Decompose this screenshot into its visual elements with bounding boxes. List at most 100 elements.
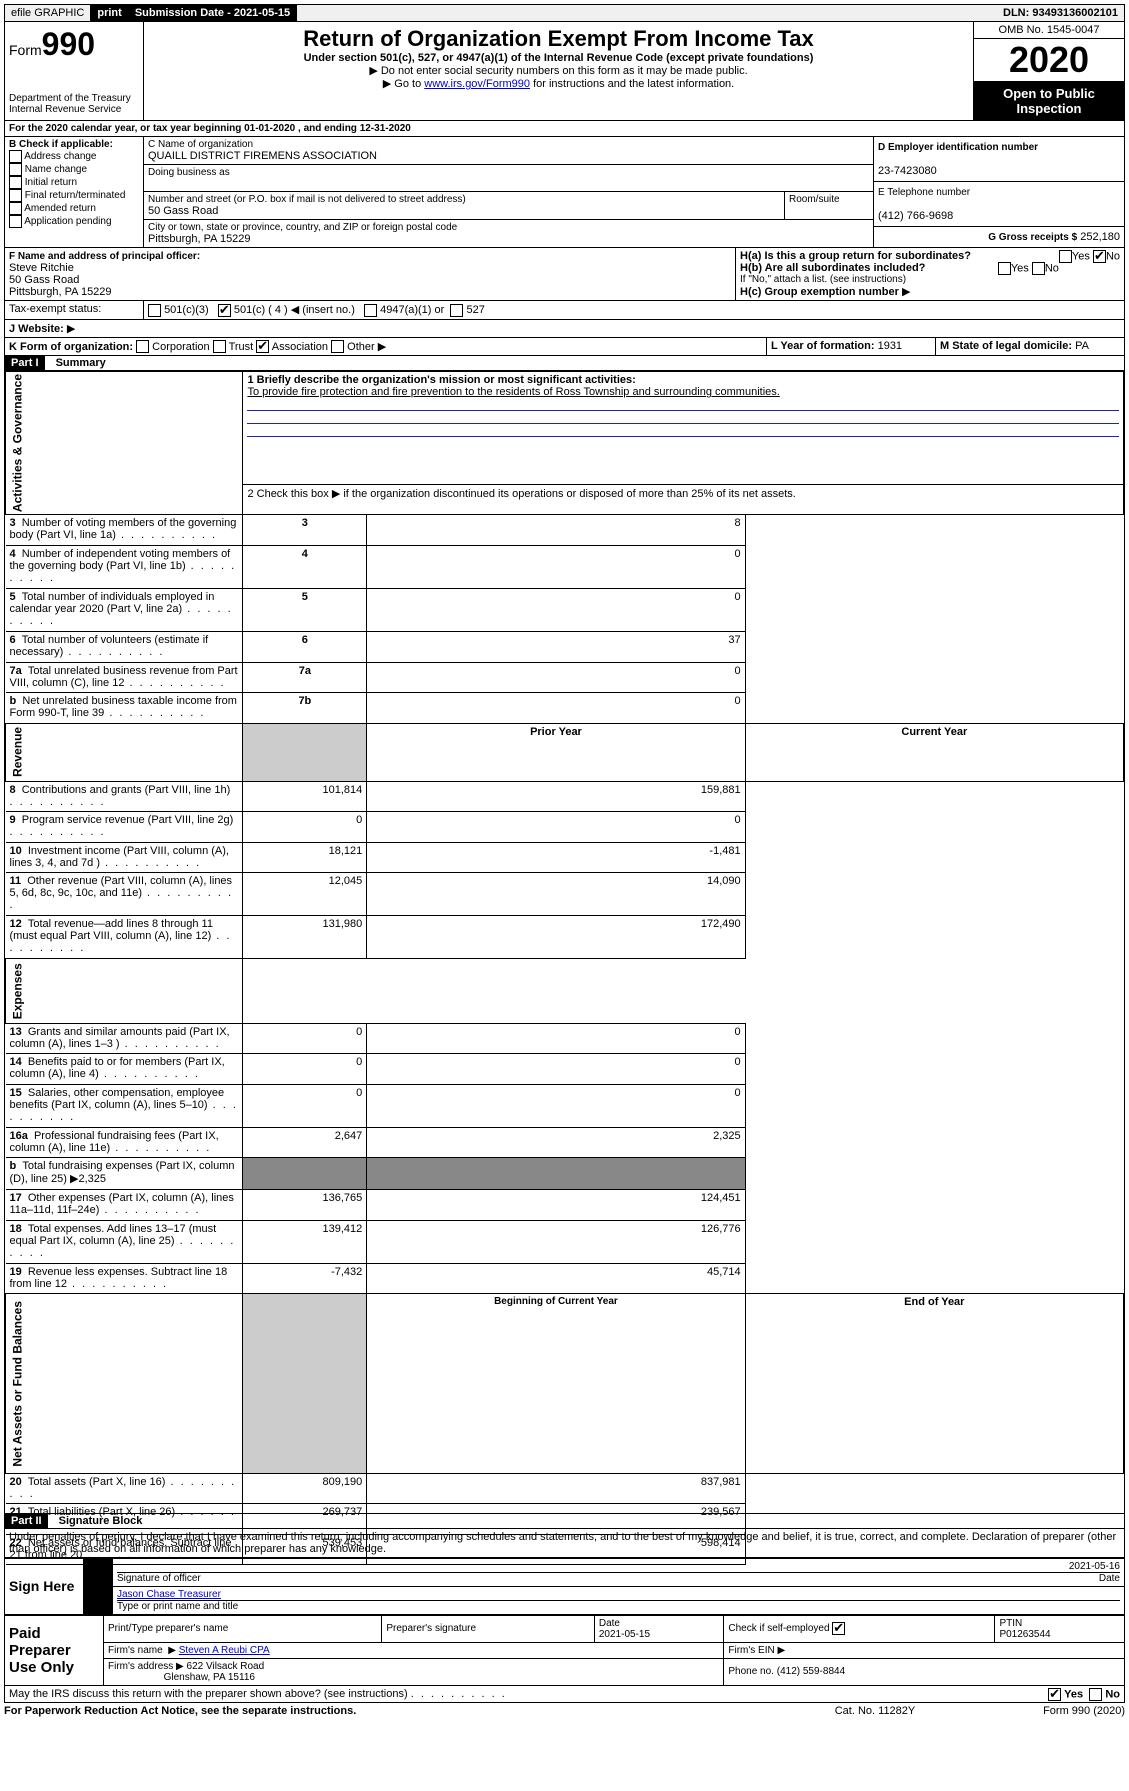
discuss-yes[interactable] (1048, 1688, 1061, 1701)
4947-check[interactable] (364, 304, 377, 317)
city-label: City or town, state or province, country… (148, 222, 869, 233)
form-label: Form (9, 42, 42, 58)
footer-left: For Paperwork Reduction Act Notice, see … (4, 1705, 775, 1717)
k-other[interactable] (331, 340, 344, 353)
col-begin-year: Beginning of Current Year (367, 1294, 745, 1474)
self-employed-check[interactable] (832, 1622, 845, 1635)
sig-officer-label: Signature of officer (117, 1573, 1099, 1584)
top-bar: efile GRAPHIC print Submission Date - 20… (4, 4, 1125, 22)
hb-no[interactable] (1032, 262, 1045, 275)
k-assoc[interactable] (256, 340, 269, 353)
mission-label: 1 Briefly describe the organization's mi… (247, 374, 635, 386)
addr-label: Number and street (or P.O. box if mail i… (148, 194, 780, 205)
mission-text: To provide fire protection and fire prev… (247, 386, 779, 398)
form-number: 990 (42, 26, 95, 62)
firm-name[interactable]: Steven A Reubi CPA (179, 1645, 270, 1656)
501c-label: 501(c) ( 4 ) (234, 304, 288, 316)
city-state-zip: Pittsburgh, PA 15229 (148, 233, 869, 245)
hb-note: If "No," attach a list. (see instruction… (740, 274, 1120, 285)
527-label: 527 (467, 304, 485, 316)
phone-label: E Telephone number (878, 187, 970, 198)
officer-name: Steve Ritchie (9, 262, 74, 274)
k-trust[interactable] (213, 340, 226, 353)
identity-block: B Check if applicable: Address change Na… (4, 137, 1125, 248)
prep-sig-header: Preparer's signature (382, 1615, 595, 1642)
org-name: QUAILL DISTRICT FIREMENS ASSOCIATION (148, 150, 869, 162)
hb-yes[interactable] (998, 262, 1011, 275)
officer-addr1: 50 Gass Road (9, 274, 79, 286)
sign-here-label: Sign Here (5, 1558, 84, 1614)
boxb-opt[interactable] (9, 150, 22, 163)
k-corp-label: Corporation (152, 341, 209, 353)
4947-label: 4947(a)(1) or (380, 304, 444, 316)
col-prior-year: Prior Year (367, 723, 745, 781)
part1-body: Activities & Governance 1 Briefly descri… (4, 371, 1125, 1514)
m-label: M State of legal domicile: (940, 340, 1072, 352)
boxb-opt[interactable] (9, 202, 22, 215)
ha-no[interactable] (1093, 250, 1106, 263)
boxb-opt[interactable] (9, 189, 22, 202)
k-trust-label: Trust (229, 341, 254, 353)
prep-name-header: Print/Type preparer's name (104, 1615, 382, 1642)
part1-badge: Part I (5, 356, 45, 370)
footer-right: Form 990 (2020) (975, 1705, 1125, 1717)
part2-badge: Part II (5, 1514, 48, 1528)
ha-label: H(a) Is this a group return for subordin… (740, 250, 971, 262)
501c-check[interactable] (218, 304, 231, 317)
gross-value: 252,180 (1080, 231, 1120, 243)
website-row: J Website: ▶ (4, 320, 1125, 338)
org-form-row: K Form of organization: Corporation Trus… (4, 338, 1125, 357)
discuss-label: May the IRS discuss this return with the… (9, 1688, 408, 1700)
ein-label: D Employer identification number (878, 142, 1038, 153)
prep-date-header: Date (599, 1618, 620, 1629)
officer-group-block: F Name and address of principal officer:… (4, 248, 1125, 301)
preparer-table: Paid Preparer Use Only Print/Type prepar… (4, 1615, 1125, 1686)
k-other-label: Other (347, 341, 375, 353)
k-corp[interactable] (136, 340, 149, 353)
ptin-label: PTIN (999, 1618, 1022, 1629)
col-end-year: End of Year (745, 1294, 1123, 1474)
form990-link[interactable]: www.irs.gov/Form990 (424, 78, 530, 90)
firm-addr-label: Firm's address (108, 1661, 173, 1672)
state-domicile: PA (1075, 340, 1089, 352)
officer-addr2: Pittsburgh, PA 15229 (9, 286, 112, 298)
dept-label: Department of the Treasury Internal Reve… (9, 93, 139, 115)
tax-status-label: Tax-exempt status: (5, 301, 144, 319)
boxb-opt[interactable] (9, 215, 22, 228)
ptin-value: P01263544 (999, 1629, 1050, 1640)
street-address: 50 Gass Road (148, 205, 780, 217)
discuss-no[interactable] (1089, 1688, 1102, 1701)
hc-label: H(c) Group exemption number (740, 286, 899, 298)
submission-date: Submission Date - 2021-05-15 (129, 5, 297, 21)
firm-addr1: 622 Vilsack Road (187, 1661, 265, 1672)
vlabel-expenses: Expenses (6, 959, 243, 1023)
box-c-label: C Name of organization (148, 139, 869, 150)
501c3-check[interactable] (148, 304, 161, 317)
boxb-opt[interactable] (9, 176, 22, 189)
paid-preparer-label: Paid Preparer Use Only (5, 1615, 104, 1685)
room-label: Room/suite (784, 192, 873, 219)
yes-label: Yes (1064, 1688, 1083, 1700)
no-label: No (1105, 1688, 1120, 1700)
date-label: Date (1099, 1573, 1120, 1584)
firm-name-label: Firm's name (108, 1645, 163, 1656)
527-check[interactable] (450, 304, 463, 317)
vlabel-net: Net Assets or Fund Balances (6, 1294, 243, 1474)
print-button[interactable]: print (91, 5, 128, 21)
phone-value: (412) 766-9698 (878, 210, 953, 222)
efile-label: efile GRAPHIC (5, 5, 91, 21)
officer-label: F Name and address of principal officer: (9, 251, 200, 262)
tax-status-row: Tax-exempt status: 501(c)(3) 501(c) ( 4 … (4, 301, 1125, 320)
type-name-label: Type or print name and title (117, 1600, 1120, 1612)
ha-yes[interactable] (1059, 250, 1072, 263)
ein-value: 23-7423080 (878, 165, 937, 177)
note-ssn: Do not enter social security numbers on … (381, 65, 748, 77)
officer-sig-name[interactable]: Jason Chase Treasurer (117, 1589, 221, 1600)
boxb-opt[interactable] (9, 163, 22, 176)
col-current-year: Current Year (745, 723, 1123, 781)
hb-label: H(b) Are all subordinates included? (740, 262, 925, 274)
footer-center: Cat. No. 11282Y (775, 1705, 975, 1717)
part2-name: Signature Block (51, 1515, 143, 1527)
self-employed-label: Check if self-employed (728, 1624, 829, 1635)
signature-table: Sign Here 2021-05-16 Signature of office… (4, 1558, 1125, 1615)
